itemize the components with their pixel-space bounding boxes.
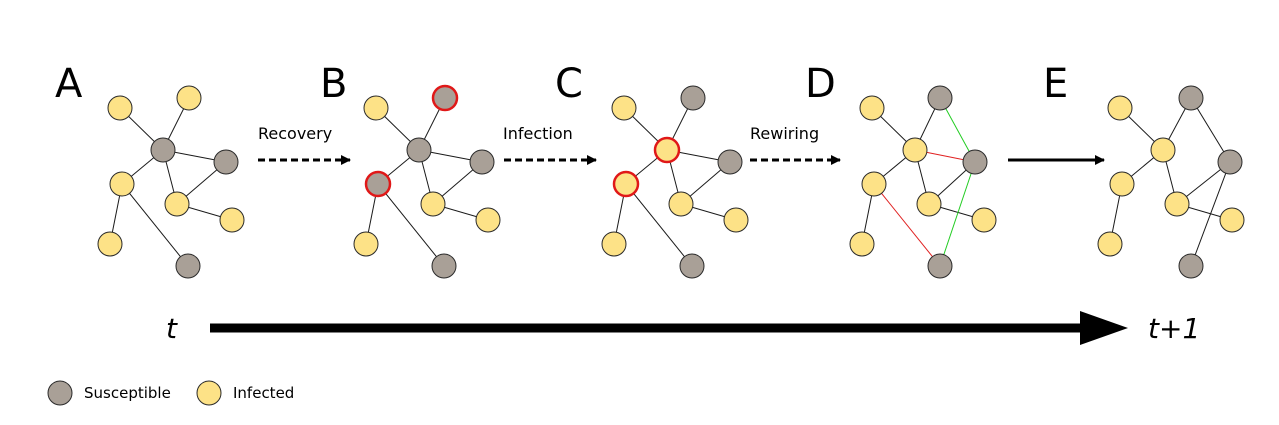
infected-node — [668, 191, 694, 217]
step-rewiring: Rewiring — [750, 124, 841, 165]
infected-node — [97, 231, 123, 257]
susceptible-node — [1178, 85, 1204, 111]
legend-item-infected: Infected — [196, 380, 294, 406]
panel-letter: E — [1043, 61, 1068, 107]
network-edge — [121, 183, 189, 267]
infected-node — [109, 171, 135, 197]
infected-node — [420, 191, 446, 217]
panel-e: E — [1043, 61, 1245, 279]
susceptible-node — [1178, 253, 1204, 279]
step-label: Recovery — [258, 124, 332, 143]
panel-letter: B — [320, 61, 347, 107]
infected-node — [723, 207, 749, 233]
infected-node — [849, 231, 875, 257]
panel-d: D — [805, 61, 997, 279]
infected-node — [1097, 231, 1123, 257]
removed-edge — [873, 183, 941, 267]
susceptible-node — [406, 137, 432, 163]
infected-node — [353, 231, 379, 257]
step-label: Infection — [503, 124, 573, 143]
susceptible-node — [927, 253, 953, 279]
susceptible-node — [175, 253, 201, 279]
panel-a: A — [55, 61, 245, 279]
infected-node — [164, 191, 190, 217]
panel-letter: C — [555, 61, 583, 107]
infected-node — [861, 171, 887, 197]
timeline-start-label: t — [166, 312, 178, 345]
susceptible-node — [469, 149, 495, 175]
step-arrows: Recovery Infection Rewiring — [258, 124, 1105, 165]
panel-c: C — [555, 61, 749, 279]
network-edge — [625, 183, 693, 267]
infected-node — [611, 95, 637, 121]
step-infection: Infection — [503, 124, 597, 165]
legend: Susceptible Infected — [47, 380, 294, 406]
susceptible-node — [1217, 149, 1243, 175]
legend-swatch — [47, 380, 73, 406]
panel-letter: A — [55, 61, 83, 107]
susceptible-node — [680, 85, 706, 111]
susceptible-node — [927, 85, 953, 111]
infected-node — [219, 207, 245, 233]
infected-node — [902, 137, 928, 163]
susceptible-node — [150, 137, 176, 163]
susceptible-node — [679, 253, 705, 279]
infected-node — [1219, 207, 1245, 233]
infected-node — [1150, 137, 1176, 163]
infected-node — [107, 95, 133, 121]
network-edge — [377, 183, 445, 267]
infected-node — [1107, 95, 1133, 121]
panels: A B C D E — [55, 61, 1245, 279]
legend-item-susceptible: Susceptible — [47, 380, 171, 406]
legend-swatch — [196, 380, 222, 406]
susceptible-node — [962, 149, 988, 175]
legend-label: Susceptible — [84, 384, 171, 402]
timeline-arrow-head — [1080, 311, 1128, 345]
panel-letter: D — [805, 61, 836, 107]
susceptible-node — [431, 253, 457, 279]
legend-label: Infected — [233, 384, 294, 402]
infected-node-highlighted — [612, 170, 640, 198]
infected-node — [176, 85, 202, 111]
step-recovery: Recovery — [258, 124, 351, 165]
added-edge — [939, 161, 976, 267]
infected-node — [601, 231, 627, 257]
infected-node-highlighted — [653, 136, 681, 164]
susceptible-node — [213, 149, 239, 175]
infected-node — [859, 95, 885, 121]
susceptible-node — [717, 149, 743, 175]
timeline: t t+1 — [166, 311, 1200, 345]
step-label: Rewiring — [750, 124, 819, 143]
panel-b: B — [320, 61, 501, 279]
susceptible-node-highlighted — [364, 170, 392, 198]
network-edge — [1190, 161, 1231, 267]
timeline-end-label: t+1 — [1148, 312, 1200, 345]
infected-node — [916, 191, 942, 217]
infected-node — [363, 95, 389, 121]
infected-node — [1164, 191, 1190, 217]
susceptible-node-highlighted — [431, 84, 459, 112]
infected-node — [971, 207, 997, 233]
infected-node — [475, 207, 501, 233]
infected-node — [1109, 171, 1135, 197]
